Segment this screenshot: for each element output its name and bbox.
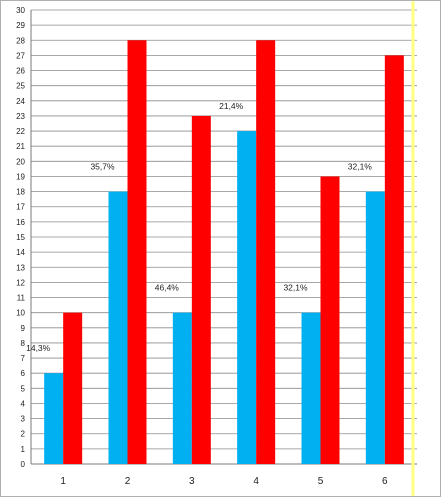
y-tick-label: 18 (16, 188, 25, 197)
y-tick-label: 13 (16, 263, 25, 272)
y-tick-label: 6 (21, 369, 26, 378)
y-tick-label: 27 (16, 51, 25, 60)
y-tick-label: 8 (21, 339, 26, 348)
y-tick-label: 11 (17, 294, 26, 303)
data-label: 14,3% (26, 343, 51, 353)
data-label: 32,1% (283, 283, 308, 293)
bar-series-2-cat-4 (256, 40, 276, 465)
y-tick-label: 23 (16, 112, 25, 121)
y-tick-label: 10 (16, 309, 25, 318)
data-label: 46,4% (155, 283, 180, 293)
x-tick-label: 1 (60, 476, 66, 487)
y-tick-label: 12 (16, 278, 25, 287)
y-tick-label: 24 (16, 97, 25, 106)
bar-series-2-cat-5 (320, 176, 340, 464)
y-tick-label: 14 (16, 248, 25, 257)
y-tick-label: 5 (21, 384, 26, 393)
y-tick-label: 15 (16, 233, 25, 242)
y-tick-label: 26 (16, 67, 25, 76)
data-label: 21,4% (219, 101, 244, 111)
y-tick-label: 4 (21, 399, 26, 408)
y-tick-label: 30 (16, 6, 25, 15)
y-tick-label: 21 (16, 142, 25, 151)
bar-series-2-cat-3 (191, 115, 211, 464)
y-tick-label: 9 (21, 324, 26, 333)
x-tick-label: 3 (189, 476, 195, 487)
bar-series-2-cat-6 (384, 55, 404, 465)
y-tick-label: 1 (21, 445, 26, 454)
y-tick-label: 17 (16, 203, 25, 212)
data-label: 32,1% (348, 162, 373, 172)
bar-series-1-cat-4 (237, 131, 257, 465)
bar-series-2-cat-2 (127, 40, 147, 465)
bar-series-1-cat-2 (108, 191, 128, 464)
y-tick-label: 20 (16, 157, 25, 166)
data-label: 35,7% (90, 162, 115, 172)
y-tick-label: 19 (16, 172, 25, 181)
y-tick-label: 22 (16, 127, 25, 136)
x-tick-label: 2 (125, 476, 131, 487)
bar-series-1-cat-1 (44, 373, 64, 464)
bar-series-1-cat-3 (172, 312, 192, 464)
x-tick-label: 6 (382, 476, 388, 487)
bar-series-2-cat-1 (63, 312, 83, 464)
y-tick-label: 7 (21, 354, 26, 363)
y-tick-label: 29 (16, 21, 25, 30)
y-tick-label: 0 (21, 460, 26, 469)
x-tick-label: 5 (318, 476, 324, 487)
x-tick-label: 4 (253, 476, 259, 487)
y-tick-label: 28 (16, 36, 25, 45)
bar-series-1-cat-5 (301, 312, 321, 464)
y-tick-label: 3 (21, 415, 26, 424)
y-tick-label: 16 (16, 218, 25, 227)
y-tick-label: 25 (16, 82, 25, 91)
y-tick-label: 2 (21, 430, 26, 439)
bar-series-1-cat-6 (365, 191, 385, 464)
